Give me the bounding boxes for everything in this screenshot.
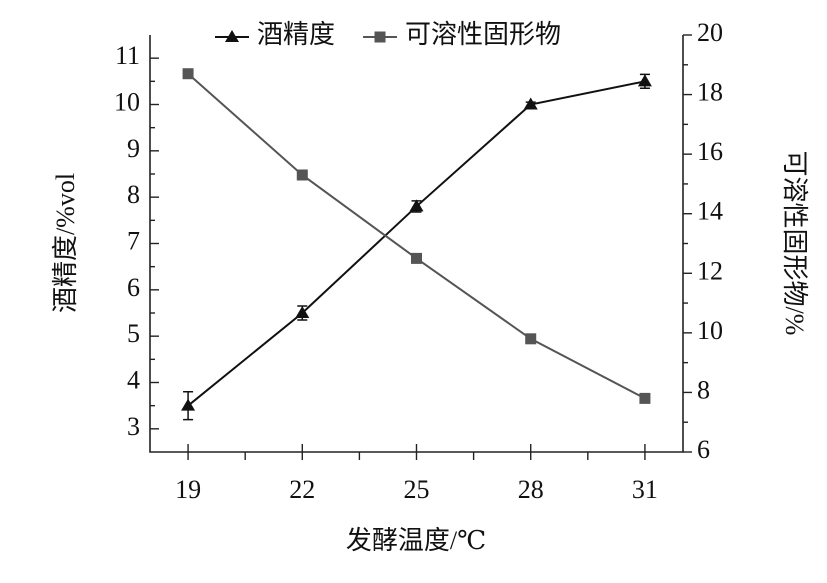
y2-tick-label: 8	[697, 375, 710, 404]
y2-tick-label: 14	[697, 197, 723, 226]
y2-tick-label: 16	[697, 137, 723, 166]
data-point	[639, 392, 651, 404]
x-tick-label: 22	[289, 475, 315, 504]
data-point	[525, 333, 537, 345]
y-tick-label: 10	[114, 87, 140, 116]
data-point	[409, 199, 424, 212]
x-tick-label: 19	[175, 475, 201, 504]
y-tick-label: 8	[127, 180, 140, 209]
y-tick-label: 5	[127, 319, 140, 348]
y2-tick-label: 10	[697, 316, 723, 345]
y2-tick-label: 18	[697, 78, 723, 107]
legend-marker	[225, 30, 239, 42]
series-line	[187, 80, 646, 407]
y-tick-label: 9	[127, 134, 140, 163]
data-point	[411, 252, 422, 264]
data-point	[182, 68, 194, 80]
legend-marker	[374, 31, 386, 43]
legend-label: 酒精度	[257, 20, 335, 49]
y2-axis-label: 可溶性固形物/%	[780, 151, 809, 336]
y2-tick-label: 12	[697, 256, 723, 285]
data-point	[296, 169, 308, 181]
x-tick-label: 31	[632, 475, 658, 504]
y-axis-label: 酒精度/%vol	[51, 173, 80, 313]
data-point	[637, 74, 652, 87]
data-point	[523, 97, 538, 110]
y-tick-label: 3	[127, 412, 140, 441]
x-tick-label: 28	[518, 475, 544, 504]
y2-tick-label: 6	[697, 435, 710, 464]
legend-label: 可溶性固形物	[405, 20, 561, 49]
y-tick-label: 11	[115, 41, 140, 70]
x-tick-label: 25	[404, 475, 430, 504]
y2-tick-label: 20	[697, 18, 723, 47]
x-axis-label: 发酵温度/℃	[346, 526, 486, 555]
y-tick-label: 4	[127, 365, 140, 394]
data-point	[295, 306, 310, 318]
data-point	[181, 398, 196, 411]
axes	[149, 35, 684, 453]
y-tick-label: 6	[127, 273, 140, 302]
y-tick-label: 7	[127, 226, 140, 255]
